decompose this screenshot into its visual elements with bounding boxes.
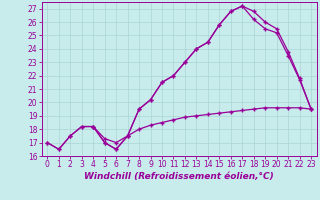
X-axis label: Windchill (Refroidissement éolien,°C): Windchill (Refroidissement éolien,°C): [84, 172, 274, 181]
